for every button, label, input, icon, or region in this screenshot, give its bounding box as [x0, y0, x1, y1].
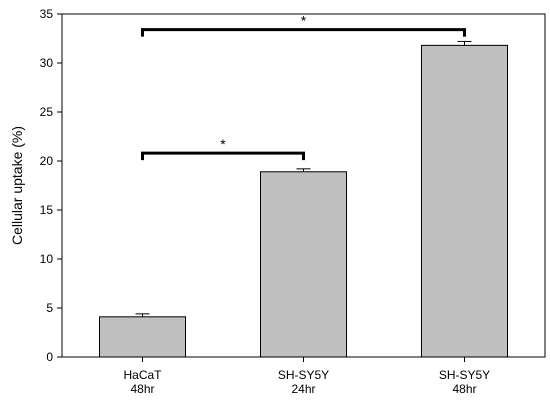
- bar: [260, 171, 347, 358]
- y-axis-title: Cellular uptake (%): [9, 126, 25, 245]
- bar: [421, 44, 508, 358]
- significance-bracket: [141, 28, 466, 37]
- bar: [99, 316, 186, 358]
- y-tick-label: 5: [46, 301, 53, 315]
- y-tick-label: 35: [40, 7, 54, 21]
- y-tick-label: 25: [40, 105, 54, 119]
- plot-area: 0 5 10 15 20 25 30 35 HaCaT 48hr SH-SY5Y 24hr SH-SY5…: [40, 7, 546, 396]
- y-tick-label: 10: [40, 252, 54, 266]
- significance-bracket: [141, 151, 305, 161]
- significance-star: *: [220, 136, 226, 152]
- y-tick-label: 30: [40, 56, 54, 70]
- y-tick-label: 15: [40, 203, 54, 217]
- x-tick-label: HaCaT 48hr: [123, 368, 162, 396]
- x-tick-label: SH-SY5Y 48hr: [439, 368, 490, 396]
- y-tick-label: 20: [40, 154, 54, 168]
- x-tick-label: SH-SY5Y 24hr: [278, 368, 329, 396]
- significance-star: *: [301, 13, 307, 29]
- y-tick-label: 0: [46, 350, 53, 364]
